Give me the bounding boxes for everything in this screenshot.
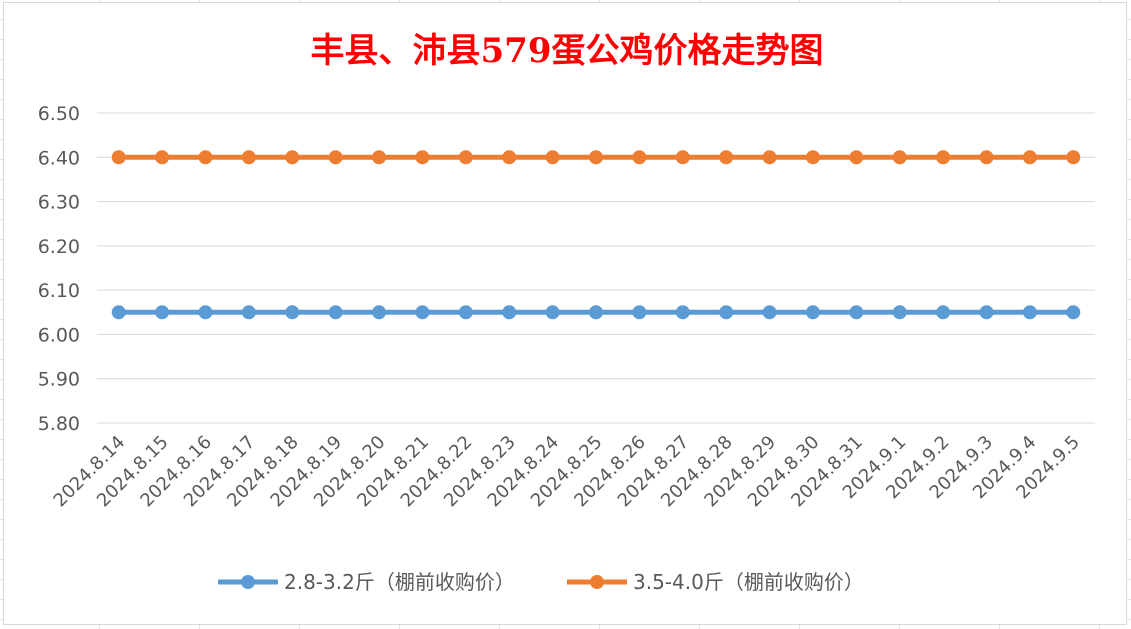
data-point (719, 305, 734, 320)
legend-label: 2.8-3.2斤（棚前收购价） (284, 570, 515, 594)
data-point (936, 305, 951, 320)
data-point (719, 150, 734, 165)
data-point (328, 305, 343, 320)
series-lines (111, 150, 1081, 320)
data-point (762, 305, 777, 320)
data-point (372, 305, 387, 320)
y-tick-label: 6.10 (38, 280, 80, 302)
data-point (241, 305, 256, 320)
y-axis-ticks: 6.50 6.40 6.30 6.20 6.10 6.00 5.90 5.80 (38, 103, 80, 435)
data-point (241, 150, 256, 165)
data-point (979, 150, 994, 165)
data-point (805, 305, 820, 320)
data-point (805, 150, 820, 165)
chart-title: 丰县、沛县579蛋公鸡价格走势图 (311, 31, 824, 71)
data-point (675, 150, 690, 165)
data-point (328, 150, 343, 165)
y-tick-label: 6.30 (38, 192, 80, 214)
data-point (198, 150, 213, 165)
data-point (415, 150, 430, 165)
y-tick-label: 6.20 (38, 236, 80, 258)
data-point (892, 150, 907, 165)
data-point (589, 150, 603, 165)
x-axis-ticks: 2024.8.142024.8.152024.8.162024.8.172024… (50, 432, 1084, 512)
data-point (675, 305, 690, 320)
data-point (892, 305, 907, 320)
data-point (285, 150, 300, 165)
data-point (589, 305, 603, 320)
data-point (502, 150, 517, 165)
data-point (762, 150, 777, 165)
data-point (502, 305, 517, 320)
data-point (1022, 305, 1037, 320)
data-point (458, 305, 473, 320)
data-point (458, 150, 473, 165)
data-point (155, 150, 170, 165)
data-point (285, 305, 300, 320)
data-point (1022, 150, 1037, 165)
y-tick-label: 5.90 (38, 369, 80, 391)
data-point (111, 150, 126, 165)
y-tick-label: 6.50 (38, 103, 80, 125)
data-point (1066, 305, 1081, 320)
legend-marker (590, 575, 604, 589)
data-point (111, 305, 126, 320)
y-tick-label: 5.80 (38, 413, 80, 435)
y-tick-label: 6.40 (38, 147, 80, 169)
data-point (632, 305, 647, 320)
data-point (372, 150, 387, 165)
y-tick-label: 6.00 (38, 324, 80, 346)
data-point (936, 150, 951, 165)
data-point (849, 150, 864, 165)
data-point (545, 150, 560, 165)
data-point (155, 305, 170, 320)
data-point (632, 150, 647, 165)
data-point (1066, 150, 1081, 165)
data-point (198, 305, 213, 320)
legend-marker (241, 575, 255, 589)
data-point (545, 305, 560, 320)
data-point (849, 305, 864, 320)
data-point (979, 305, 994, 320)
data-point (415, 305, 430, 320)
legend: 2.8-3.2斤（棚前收购价） 3.5-4.0斤（棚前收购价） (218, 570, 864, 594)
legend-label: 3.5-4.0斤（棚前收购价） (633, 570, 864, 594)
